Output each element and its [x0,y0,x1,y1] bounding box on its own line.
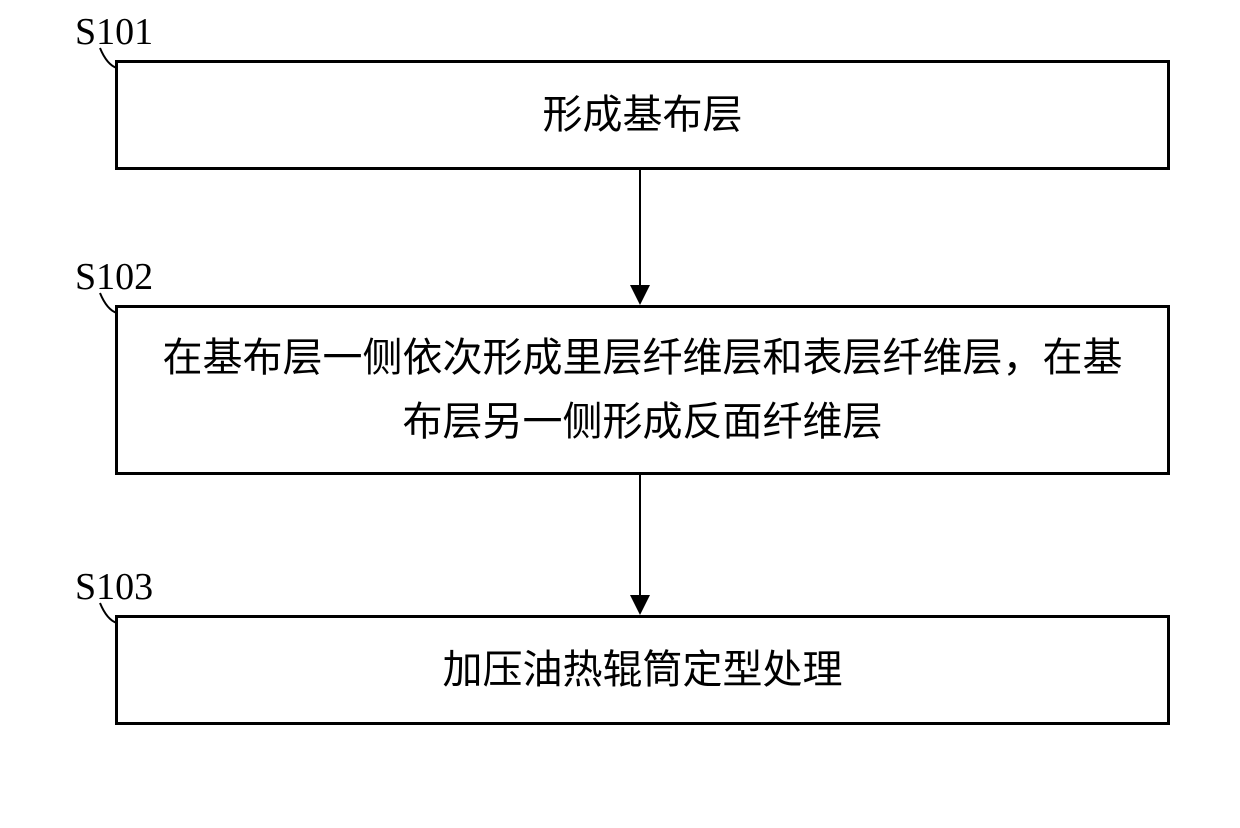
step-box-1: 形成基布层 [115,60,1170,170]
flowchart-container: S101 形成基布层 S102 在基布层一侧依次形成里层纤维层和表层纤维层，在基… [0,0,1240,828]
arrow-1-to-2 [620,170,660,310]
step-2-text: 在基布层一侧依次形成里层纤维层和表层纤维层，在基布层另一侧形成反面纤维层 [148,326,1137,454]
step-3-text: 加压油热辊筒定型处理 [443,638,843,702]
arrow-2-to-3 [620,475,660,620]
step-1-text: 形成基布层 [543,83,743,147]
step-box-3: 加压油热辊筒定型处理 [115,615,1170,725]
step-box-2: 在基布层一侧依次形成里层纤维层和表层纤维层，在基布层另一侧形成反面纤维层 [115,305,1170,475]
